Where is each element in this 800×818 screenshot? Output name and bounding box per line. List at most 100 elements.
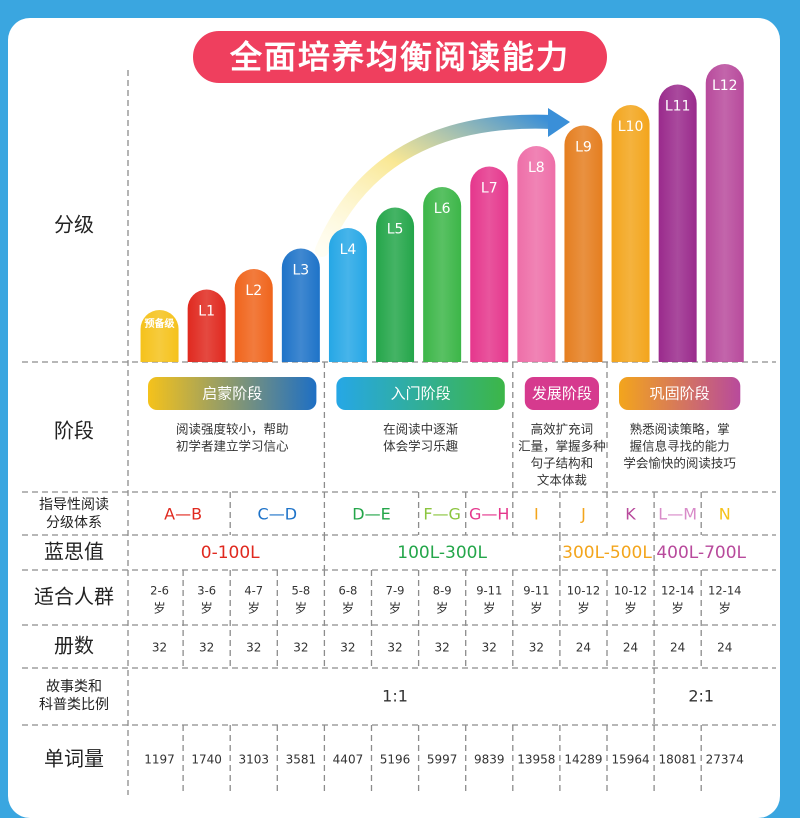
level-bar bbox=[517, 146, 556, 362]
word-count: 14289 bbox=[564, 753, 602, 767]
row-label-ratio-line1: 故事类和 bbox=[46, 679, 102, 695]
level-bar bbox=[470, 166, 509, 362]
age-range: 6-8 bbox=[339, 584, 358, 598]
level-bar bbox=[611, 105, 650, 362]
word-count: 15964 bbox=[611, 753, 649, 767]
word-count: 9839 bbox=[474, 753, 505, 767]
level-bar-label: L6 bbox=[434, 201, 451, 217]
stage-description: 在阅读中逐渐 bbox=[383, 422, 458, 437]
age-range: 10-12 bbox=[614, 584, 647, 598]
level-bar bbox=[423, 187, 462, 362]
age-range: 9-11 bbox=[476, 584, 502, 598]
row-label-lexile: 蓝思值 bbox=[44, 540, 104, 564]
volume-count: 32 bbox=[152, 641, 167, 655]
level-bar-label: L11 bbox=[665, 99, 691, 115]
volume-count: 32 bbox=[246, 641, 261, 655]
level-bar bbox=[658, 84, 697, 362]
age-range: 12-14 bbox=[708, 584, 741, 598]
lexile-range: 0-100L bbox=[201, 543, 260, 563]
volume-count: 24 bbox=[670, 641, 685, 655]
volume-count: 32 bbox=[199, 641, 214, 655]
volume-count: 24 bbox=[576, 641, 591, 655]
row-label-volumes: 册数 bbox=[54, 634, 94, 658]
lexile-range: 400L-700L bbox=[656, 543, 746, 563]
age-unit: 岁 bbox=[436, 601, 449, 616]
stage-description: 学会愉快的阅读技巧 bbox=[623, 456, 736, 471]
guided-level: N bbox=[719, 505, 731, 524]
level-bar-label: L5 bbox=[387, 222, 404, 238]
age-unit: 岁 bbox=[389, 601, 402, 616]
volume-count: 32 bbox=[387, 641, 402, 655]
word-count: 27374 bbox=[706, 753, 744, 767]
volume-count: 24 bbox=[623, 641, 638, 655]
volume-count: 32 bbox=[340, 641, 355, 655]
ratio-value: 1:1 bbox=[382, 687, 408, 706]
volume-count: 32 bbox=[435, 641, 450, 655]
stage-label: 巩固阶段 bbox=[650, 385, 710, 403]
word-count: 4407 bbox=[333, 753, 364, 767]
age-unit: 岁 bbox=[295, 601, 308, 616]
level-bar-label: L4 bbox=[340, 242, 357, 258]
age-unit: 岁 bbox=[718, 601, 731, 616]
volume-count: 32 bbox=[482, 641, 497, 655]
stage-description: 汇量，掌握多种 bbox=[518, 439, 606, 454]
guided-level: K bbox=[625, 505, 636, 524]
level-bar-label: L1 bbox=[198, 304, 215, 320]
stage-description: 阅读强度较小，帮助 bbox=[176, 422, 289, 437]
volume-count: 32 bbox=[529, 641, 544, 655]
age-unit: 岁 bbox=[624, 601, 637, 616]
progress-arrow-head bbox=[548, 108, 570, 137]
stage-description: 句子结构和 bbox=[531, 456, 594, 471]
guided-level: L—M bbox=[658, 505, 697, 524]
stage-description: 文本体裁 bbox=[537, 473, 587, 488]
row-label-guided-line2: 分级体系 bbox=[46, 515, 102, 531]
ratio-value: 2:1 bbox=[688, 687, 714, 706]
stage-description: 熟悉阅读策略，掌 bbox=[630, 422, 730, 437]
word-count: 1197 bbox=[144, 753, 175, 767]
row-label-ratio-line2: 科普类比例 bbox=[39, 697, 109, 713]
row-label-guided-line1: 指导性阅读 bbox=[39, 496, 109, 513]
level-bar bbox=[187, 289, 226, 362]
stage-description: 高效扩充词 bbox=[531, 422, 594, 437]
level-bar-label: L7 bbox=[481, 181, 498, 197]
stage-pill bbox=[148, 377, 317, 410]
age-range: 2-6 bbox=[150, 584, 169, 598]
row-label-stage: 阶段 bbox=[54, 419, 94, 443]
age-range: 10-12 bbox=[567, 584, 600, 598]
guided-level: F—G bbox=[423, 505, 461, 524]
volume-count: 24 bbox=[717, 641, 732, 655]
word-count: 3581 bbox=[286, 753, 317, 767]
age-range: 9-11 bbox=[523, 584, 549, 598]
level-bar-label: 预备级 bbox=[145, 317, 176, 330]
poster: 分级 阶段 指导性阅读 分级体系 蓝思值 适合人群 册数 故事类和 科普类比例 单词量 预备级 L1 L… bbox=[8, 18, 780, 818]
level-bar bbox=[234, 269, 273, 362]
volume-count: 32 bbox=[293, 641, 308, 655]
age-range: 12-14 bbox=[661, 584, 694, 598]
level-bar bbox=[328, 228, 367, 362]
stage-description: 体会学习乐趣 bbox=[383, 439, 459, 454]
guided-level: I bbox=[534, 505, 539, 524]
level-bar bbox=[376, 207, 415, 362]
guided-level: A—B bbox=[164, 505, 202, 524]
level-bar bbox=[140, 310, 179, 362]
age-unit: 岁 bbox=[483, 601, 496, 616]
level-bar bbox=[564, 125, 603, 362]
age-range: 3-6 bbox=[197, 584, 216, 598]
stage-pill bbox=[336, 377, 505, 410]
word-count: 5997 bbox=[427, 753, 458, 767]
level-bar bbox=[705, 64, 744, 362]
age-unit: 岁 bbox=[530, 601, 543, 616]
lexile-range: 100L-300L bbox=[397, 543, 487, 563]
age-unit: 岁 bbox=[577, 601, 590, 616]
stage-description: 握信息寻找的能力 bbox=[630, 439, 730, 454]
guided-level: C—D bbox=[258, 505, 298, 524]
guided-level: D—E bbox=[352, 505, 390, 524]
level-bar-label: L2 bbox=[245, 283, 262, 299]
row-label-words: 单词量 bbox=[44, 747, 104, 771]
level-bar-label: L9 bbox=[575, 140, 592, 156]
level-bar-label: L12 bbox=[712, 78, 738, 94]
age-range: 5-8 bbox=[291, 584, 310, 598]
word-count: 5196 bbox=[380, 753, 411, 767]
stage-label: 发展阶段 bbox=[532, 385, 592, 403]
